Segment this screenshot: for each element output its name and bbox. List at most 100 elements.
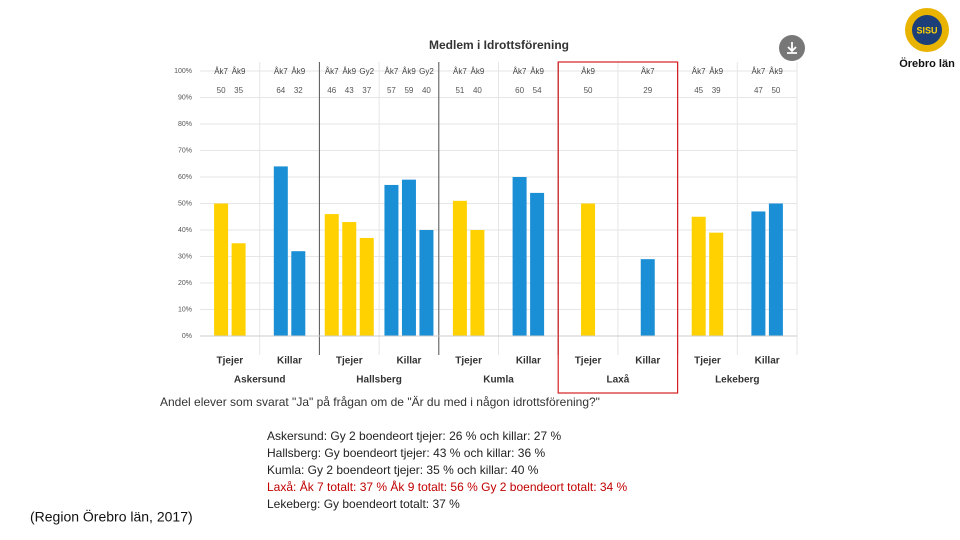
value-label: 35 [234,86,243,95]
chart-title: Medlem i Idrottsförening [429,38,569,52]
value-label: 45 [694,86,703,95]
bar [401,179,416,336]
value-label: 40 [473,86,482,95]
bar-category: Åk9 [471,67,485,76]
bar-category: Åk9 [291,67,305,76]
bar [419,230,434,336]
subgroup-label: Tjejer [455,356,482,367]
value-label: 64 [276,86,285,95]
highlight-box [557,61,679,394]
bar-category: Åk7 [274,67,288,76]
bar-category: Åk7 [513,67,527,76]
subgroup-label: Tjejer [336,356,363,367]
bar [359,237,374,336]
group-label: Kumla [483,375,514,386]
subgroup-label: Killar [277,356,302,367]
bar [691,216,706,336]
value-label: 60 [515,86,524,95]
subgroup-label: Killar [396,356,421,367]
subgroup-label: Killar [516,356,541,367]
bar-category: Åk7 [453,67,467,76]
note-line: Hallsberg: Gy boendeort tjejer: 43 % och… [267,446,545,460]
logo-mark: SISU [916,25,937,35]
bar [324,214,339,336]
bar-category: Åk7 [752,67,766,76]
value-label: 50 [771,86,780,95]
bar [452,200,467,336]
bar-category: Åk7 [692,67,706,76]
logo-text: Örebro län [899,57,955,70]
bar-category: Åk9 [709,67,723,76]
subgroup-label: Killar [755,356,780,367]
bar [581,203,596,336]
y-tick-label: 0% [182,333,192,340]
bar-category: Åk7 [641,67,655,76]
bar [214,203,229,336]
bar-category: Gy2 [419,67,434,76]
value-label: 46 [327,86,336,95]
value-label: 54 [533,86,542,95]
y-tick-label: 60% [178,174,192,181]
value-label: 59 [404,86,413,95]
bar-category: Åk9 [342,67,356,76]
bar [768,203,783,336]
bar-category: Åk7 [214,67,228,76]
value-label: 29 [643,86,652,95]
bar [291,251,306,336]
value-label: 50 [217,86,226,95]
value-label: 50 [584,86,593,95]
chart-caption: Andel elever som svarat "Ja" på frågan o… [160,395,600,409]
group-label: Laxå [607,374,630,386]
bar [751,211,766,336]
bar-category: Åk9 [232,67,246,76]
y-tick-label: 90% [178,94,192,101]
notes: Askersund: Gy 2 boendeort tjejer: 26 % o… [267,429,628,511]
bar [530,192,545,336]
bar [384,184,399,336]
y-tick-label: 30% [178,253,192,260]
group-label: Lekeberg [715,375,759,386]
note-line: Laxå: Åk 7 totalt: 37 % Åk 9 totalt: 56 … [267,479,628,494]
y-tick-label: 70% [178,147,192,154]
bar-category: Åk9 [769,67,783,76]
note-line: Lekeberg: Gy boendeort totalt: 37 % [267,497,460,511]
value-label: 43 [345,86,354,95]
y-tick-label: 40% [178,227,192,234]
value-label: 51 [455,86,464,95]
group-label: Hallsberg [356,375,402,386]
subgroup-label: Killar [635,356,660,367]
bar-category: Gy2 [359,67,374,76]
y-tick-label: 20% [178,280,192,287]
y-tick-label: 50% [178,200,192,207]
y-tick-label: 100% [174,68,192,75]
note-line: Kumla: Gy 2 boendeort tjejer: 35 % och k… [267,463,539,477]
bar-category: Åk9 [402,67,416,76]
subgroup-label: Tjejer [217,356,244,367]
bar-category: Åk7 [385,67,399,76]
value-label: 40 [422,86,431,95]
bar [231,243,246,336]
value-label: 37 [362,86,371,95]
subgroup-label: Tjejer [694,356,721,367]
group-label: Askersund [234,375,286,386]
bar-category: Åk9 [530,67,544,76]
value-label: 47 [754,86,763,95]
value-label: 39 [712,86,721,95]
y-tick-label: 80% [178,121,192,128]
bar [709,232,724,336]
bar [640,259,655,336]
source: (Region Örebro län, 2017) [30,508,193,525]
y-tick-label: 10% [178,306,192,313]
subgroup-label: Tjejer [575,356,602,367]
bar-category: Åk7 [325,67,339,76]
bar [342,222,357,336]
bar [512,177,527,336]
value-label: 32 [294,86,303,95]
bar [470,230,485,336]
bar [273,166,288,336]
logo-inner [912,15,942,45]
value-label: 57 [387,86,396,95]
download-icon [787,42,797,54]
